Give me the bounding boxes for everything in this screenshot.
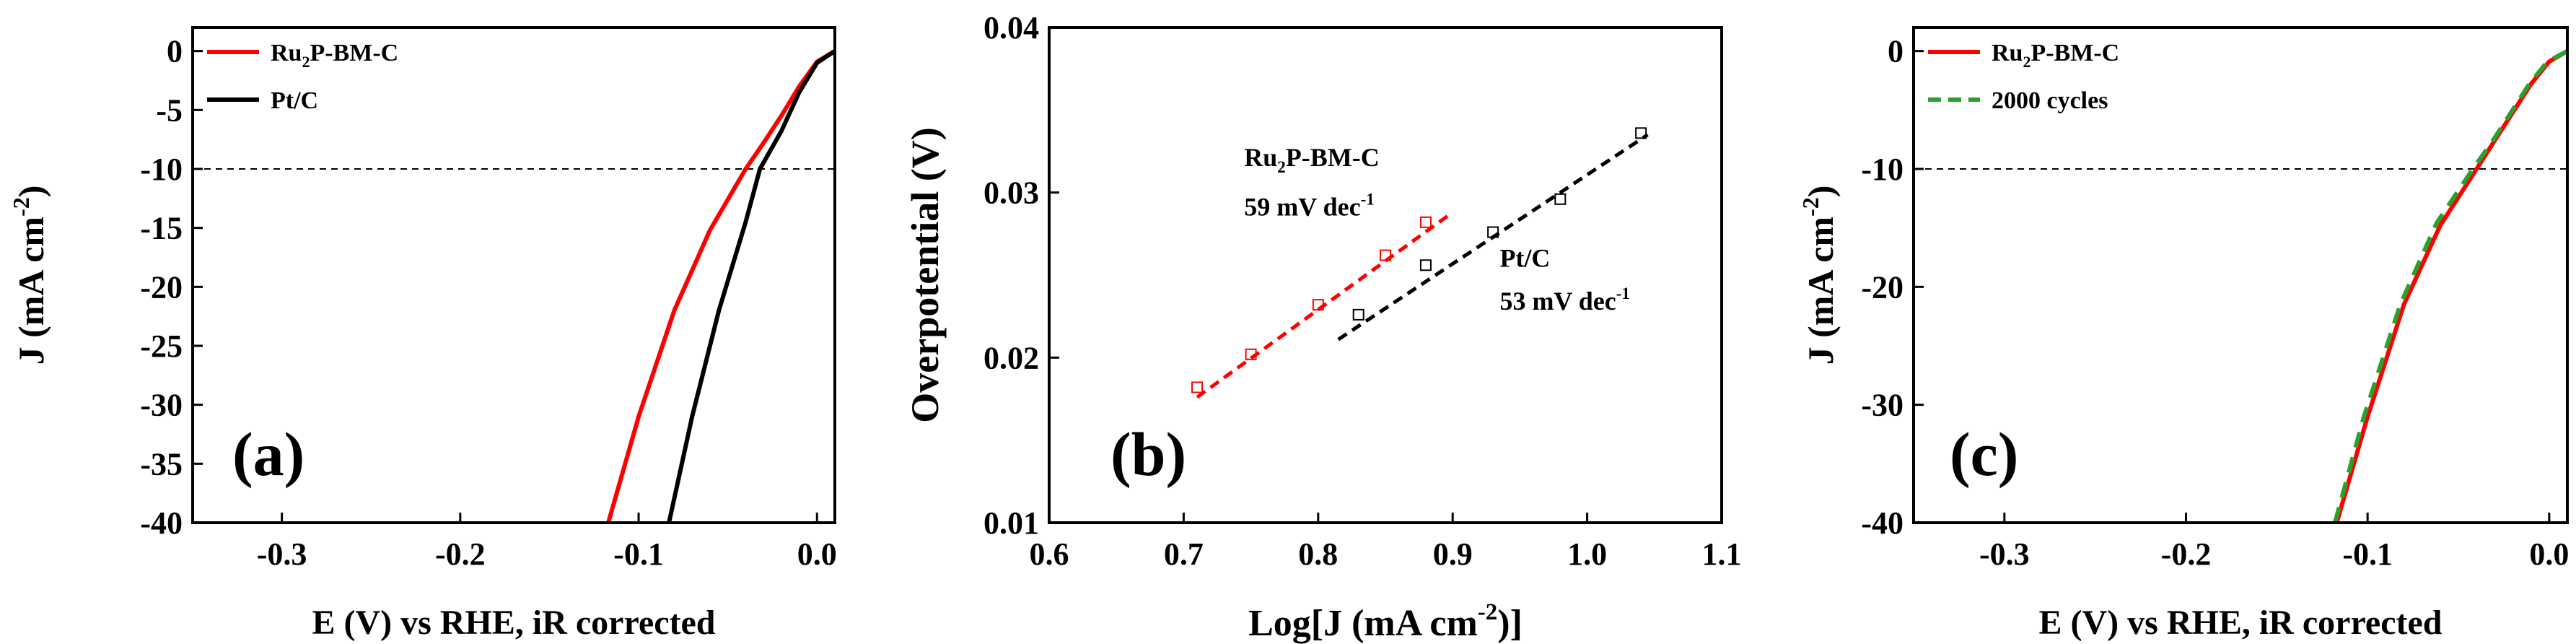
x-axis-label: E (V) vs RHE, iR corrected (2039, 604, 2443, 642)
y-tick-label: 0.01 (983, 505, 1039, 541)
x-tick-label: -0.2 (2161, 536, 2212, 572)
annotation-text: Pt/C (1499, 244, 1550, 273)
series-line-2 (667, 49, 836, 523)
legend-label-sub: 2 (302, 53, 310, 71)
data-point-1-4 (1380, 249, 1391, 261)
series-line-1 (606, 49, 836, 523)
y-tick-label: -35 (140, 446, 183, 482)
chart-panel-2: 0.6 0.7 0.8 0.9 1.0 1.1 0.01 0.02 0.03 0.04 Log[J … (903, 10, 1742, 644)
data-point-1-2 (1245, 348, 1257, 360)
y-axis-label-end: ) (11, 186, 51, 198)
chart-panel-3: -0.3 -0.2 -0.1 0.0 0 -10 -20 -30 -40 E (V) vs RHE… (1797, 26, 2569, 642)
legend-label: Pt/C (271, 87, 318, 114)
x-tick-label: -0.1 (613, 536, 664, 572)
data-point-1-5 (1419, 216, 1432, 228)
annotation-text: Ru2P-BM-C (1244, 143, 1380, 176)
plot-frame (1912, 26, 2569, 524)
legend-label-sub: 2 (2023, 53, 2030, 71)
y-tick-label: 0 (167, 34, 183, 69)
plot-frame (1048, 26, 1723, 524)
x-tick-label: 0.9 (1433, 536, 1473, 572)
annotation-rest: P-BM-C (1286, 143, 1380, 172)
legend-label-rest: P-BM-C (310, 40, 398, 66)
data-point-1-3 (1312, 299, 1324, 311)
y-tick-label: -10 (140, 152, 183, 187)
y-tick-label: 0.04 (983, 10, 1039, 45)
y-axis-label-sup: -2 (1797, 197, 1823, 217)
data-point-2-2 (1419, 259, 1432, 271)
legend-label-main: Ru (271, 40, 302, 66)
y-tick-label: 0.02 (983, 340, 1039, 375)
y-tick-label: -20 (1861, 269, 1903, 305)
y-axis-label: J (mA cm-2) (1797, 186, 1841, 365)
series-line-2 (2333, 49, 2569, 523)
chart-panel-1: -0.3 -0.2 -0.1 0.0 0 -5 -10 -15 -20 -25 -30 -35 -40 E… (8, 26, 837, 642)
x-tick-label: 0.6 (1030, 536, 1069, 572)
annotation-text: 53 mV dec-1 (1499, 284, 1630, 316)
x-tick-label: 1.1 (1702, 536, 1742, 572)
x-axis-label-main: Log[J (mA cm (1248, 603, 1478, 644)
y-tick-label: -20 (140, 269, 183, 305)
legend-label: Ru2P-BM-C (271, 40, 398, 71)
data-point-2-5 (1635, 127, 1647, 139)
annotation-text: 59 mV dec-1 (1244, 191, 1375, 222)
y-axis-label: Overpotential (V) (903, 127, 947, 422)
y-tick-label: -30 (140, 388, 183, 423)
data-point-2-3 (1487, 226, 1499, 238)
panel-label: (b) (1110, 419, 1186, 489)
x-tick-label: -0.3 (257, 536, 307, 572)
x-axis-label-sup: -2 (1478, 599, 1498, 625)
legend-label-rest: P-BM-C (2030, 40, 2119, 66)
y-tick-label: -40 (140, 505, 183, 541)
y-tick-label: -5 (156, 92, 183, 128)
x-tick-label: 0.0 (2529, 536, 2569, 572)
x-tick-label: 0.0 (797, 536, 837, 572)
y-tick-label: -40 (1861, 505, 1903, 541)
y-tick-label: -15 (140, 211, 183, 246)
annotation-main: Pt/C (1499, 244, 1550, 273)
legend-label: 2000 cycles (1992, 87, 2108, 114)
y-tick-label: 0 (1888, 34, 1903, 69)
annotation-main: Ru (1244, 143, 1277, 172)
data-point-2-1 (1352, 308, 1364, 321)
fit-line-1 (1196, 211, 1454, 399)
y-axis-label: J (mA cm-2) (8, 186, 51, 365)
plot-frame (191, 26, 836, 524)
x-tick-label: 0.8 (1298, 536, 1338, 572)
x-axis-label: E (V) vs RHE, iR corrected (312, 604, 716, 642)
data-point-2-4 (1554, 193, 1567, 205)
y-axis-label-sup: -2 (8, 197, 34, 217)
y-tick-label: -10 (1861, 152, 1903, 187)
y-tick-label: 0.03 (983, 175, 1039, 211)
x-tick-label: 1.0 (1567, 536, 1607, 572)
y-tick-label: -25 (140, 328, 183, 364)
x-tick-label: -0.2 (435, 536, 486, 572)
y-axis-label-main: J (mA cm (11, 217, 51, 365)
annotation-sup: -1 (1616, 284, 1630, 303)
annotation-main: 53 mV dec (1499, 287, 1616, 316)
legend-label-main: Ru (1992, 40, 2023, 66)
y-axis-label-main: J (mA cm (1800, 217, 1841, 365)
y-tick-label: -30 (1861, 388, 1903, 423)
x-axis-label: Log[J (mA cm-2)] (1248, 599, 1523, 644)
annotation-main: 59 mV dec (1244, 193, 1360, 222)
data-point-1-1 (1191, 381, 1204, 393)
legend-label-main: 2000 cycles (1992, 87, 2108, 114)
legend-label: Ru2P-BM-C (1992, 40, 2119, 71)
x-tick-label: 0.7 (1164, 536, 1204, 572)
x-tick-label: -0.1 (2342, 536, 2393, 572)
y-axis-label-end: ) (1800, 186, 1841, 198)
annotation-sub: 2 (1277, 158, 1286, 176)
legend-label-main: Pt/C (271, 87, 318, 114)
annotation-sup: -1 (1361, 191, 1375, 209)
series-line-1 (2334, 49, 2569, 523)
x-axis-label-end: )] (1497, 603, 1523, 644)
x-tick-label: -0.3 (1979, 536, 2030, 572)
panel-label: (a) (232, 419, 305, 489)
panel-label: (c) (1950, 419, 2018, 489)
